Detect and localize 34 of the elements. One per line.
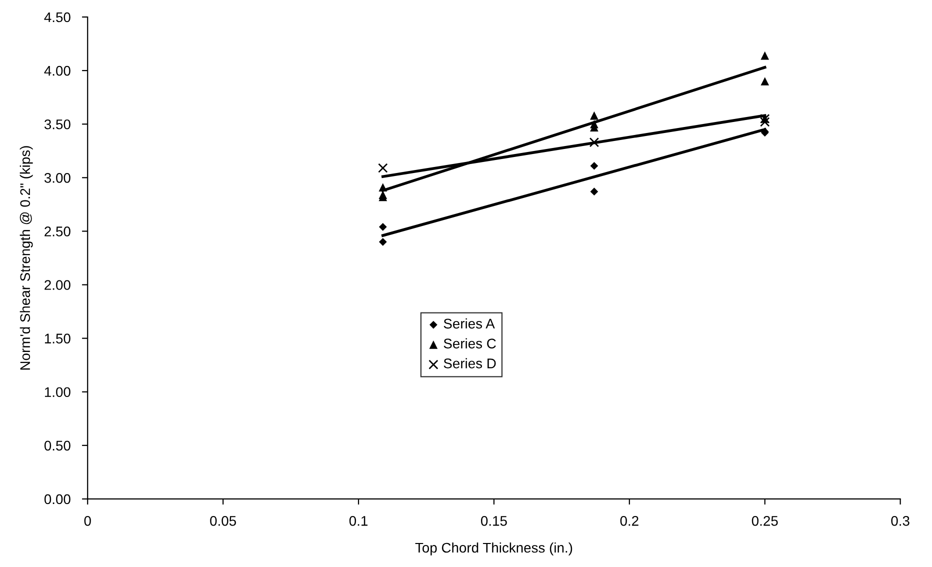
- point: [590, 111, 598, 120]
- x-tick-label: 0.25: [752, 516, 778, 526]
- point: [590, 188, 598, 196]
- legend-label: Series A: [444, 318, 495, 329]
- point: [590, 120, 598, 128]
- x-axis-title: Top Chord Thickness (in.): [415, 542, 572, 556]
- point: [760, 77, 770, 86]
- y-tick-label: 0.50: [44, 440, 70, 451]
- point: [378, 163, 388, 173]
- y-tick-label: 3.00: [44, 172, 70, 183]
- y-tick-label: 0.00: [44, 494, 70, 504]
- point: [378, 238, 387, 246]
- point: [590, 162, 598, 170]
- x-tick-label: 0.3: [891, 516, 910, 526]
- legend-label: Series C: [444, 338, 496, 348]
- legend-label: Series D: [444, 358, 496, 368]
- y-tick-label: 2.50: [44, 226, 70, 236]
- y-axis-title: Norm'd Shear Strength @ 0.2" (kips): [20, 146, 33, 370]
- x-tick-label: 0.2: [620, 516, 638, 526]
- y-tick-label: 2.00: [44, 280, 70, 290]
- point: [378, 223, 387, 231]
- y-tick-label: 1.50: [44, 334, 70, 344]
- x-tick-label: 0: [84, 516, 91, 526]
- point: [378, 183, 388, 192]
- point: [760, 117, 770, 127]
- x-tick-label: 0.1: [349, 516, 368, 526]
- y-tick-label: 4.00: [44, 66, 70, 76]
- x-tick-label: 0.05: [210, 516, 236, 526]
- y-tick-label: 1.00: [44, 387, 70, 398]
- x-tick-label: 0.15: [480, 516, 507, 526]
- y-tick-label: 3.50: [44, 119, 70, 130]
- point: [760, 51, 770, 60]
- y-tick-label: 4.50: [44, 12, 70, 22]
- point: [589, 137, 600, 148]
